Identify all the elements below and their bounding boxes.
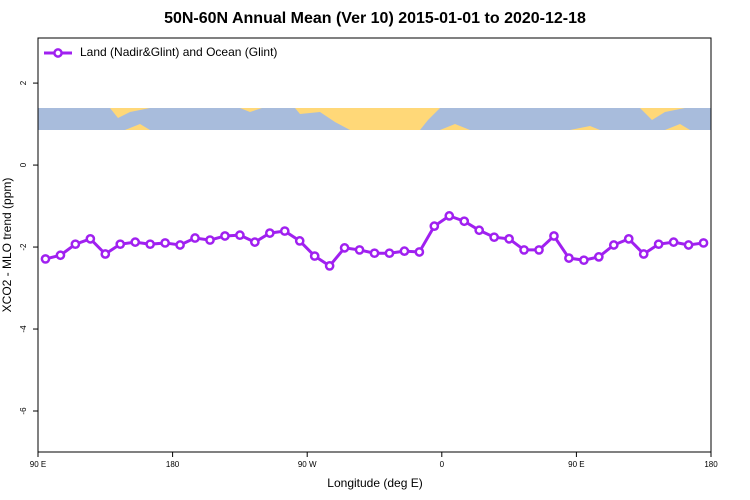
data-point bbox=[668, 237, 679, 247]
data-point bbox=[324, 261, 335, 271]
y-tick-label: -2 bbox=[19, 243, 28, 251]
data-point bbox=[55, 250, 66, 261]
data-point bbox=[504, 234, 514, 244]
data-point bbox=[459, 216, 470, 227]
data-point bbox=[608, 240, 619, 250]
data-point bbox=[399, 246, 410, 256]
y-tick-label: 2 bbox=[19, 80, 28, 85]
data-point bbox=[190, 233, 200, 243]
data-point bbox=[593, 252, 604, 262]
data-point bbox=[100, 249, 111, 259]
map-ocean bbox=[38, 108, 711, 130]
data-point bbox=[489, 232, 499, 243]
data-point bbox=[698, 238, 709, 248]
x-tick-label: 180 bbox=[166, 460, 180, 469]
legend-label: Land (Nadir&Glint) and Ocean (Glint) bbox=[80, 45, 277, 59]
data-point bbox=[70, 239, 81, 250]
legend-marker bbox=[53, 48, 63, 58]
data-point bbox=[384, 248, 395, 259]
data-point bbox=[145, 239, 156, 250]
data-point bbox=[115, 239, 126, 250]
x-tick-label: 90 E bbox=[30, 460, 46, 469]
data-point bbox=[579, 255, 589, 266]
chart-title: 50N-60N Annual Mean (Ver 10) 2015-01-01 … bbox=[164, 10, 586, 27]
data-point bbox=[549, 231, 559, 241]
data-point bbox=[205, 235, 215, 245]
plot-frame bbox=[37, 37, 712, 453]
data-point bbox=[564, 253, 574, 263]
data-point bbox=[250, 237, 260, 247]
data-point bbox=[160, 238, 170, 248]
data-point bbox=[175, 240, 185, 250]
data-point bbox=[519, 245, 529, 255]
y-tick-label: -6 bbox=[19, 407, 28, 415]
data-point bbox=[429, 221, 440, 231]
y-axis-label: XCO2 - MLO trend (ppm) bbox=[0, 178, 14, 313]
data-point bbox=[130, 237, 141, 247]
data-point bbox=[339, 243, 350, 253]
data-point bbox=[40, 254, 51, 264]
data-point bbox=[638, 249, 649, 259]
y-tick-label: -4 bbox=[19, 325, 28, 333]
data-point bbox=[294, 236, 305, 246]
data-point bbox=[683, 240, 694, 250]
data-point bbox=[444, 211, 455, 221]
data-point bbox=[414, 247, 425, 257]
series-line bbox=[45, 214, 704, 268]
y-tick-label: 0 bbox=[19, 162, 28, 167]
data-point bbox=[354, 245, 365, 255]
data-point bbox=[309, 251, 320, 261]
data-point bbox=[279, 226, 290, 236]
data-point bbox=[235, 230, 245, 241]
x-tick-label: 0 bbox=[440, 460, 445, 469]
x-axis-label: Longitude (deg E) bbox=[327, 476, 422, 490]
data-point bbox=[653, 239, 664, 250]
data-point bbox=[369, 248, 380, 259]
data-point bbox=[85, 234, 96, 244]
data-point bbox=[474, 225, 485, 236]
data-point bbox=[623, 234, 634, 244]
x-tick-label: 90 E bbox=[568, 460, 584, 469]
x-tick-label: 180 bbox=[704, 460, 718, 469]
map-strip bbox=[38, 108, 711, 130]
x-tick-label: 90 W bbox=[298, 460, 317, 469]
data-point bbox=[534, 245, 544, 255]
data-point bbox=[264, 228, 275, 238]
data-point bbox=[220, 231, 230, 241]
